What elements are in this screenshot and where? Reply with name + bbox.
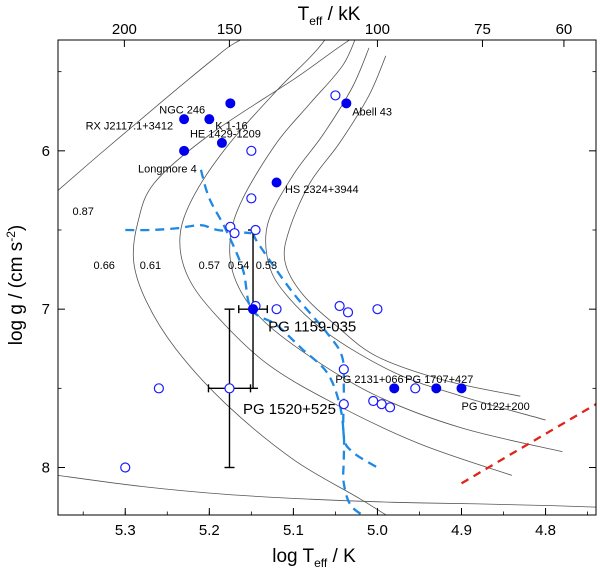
- open-star-18: [120, 462, 131, 473]
- track-label-0.57: 0.57: [199, 260, 220, 272]
- open-star-12: [153, 383, 164, 394]
- track-label-0.66: 0.66: [94, 260, 115, 272]
- y-tick-label-2: 8: [42, 460, 50, 477]
- blue-dashed-boundary: [125, 169, 379, 515]
- highlighted-star-1: [224, 383, 235, 394]
- star-label-7: PG 2131+066: [335, 374, 403, 386]
- track-mass-labels: 0.87 0.66 0.61 0.57 0.54 0.53: [73, 206, 278, 272]
- track-line-0.57: [229, 40, 563, 453]
- track-label-0.53: 0.53: [256, 260, 277, 272]
- named-star-9: [456, 383, 467, 394]
- blue-dashed-segment-1: [199, 169, 366, 515]
- x-axis-label: log Teff / K: [272, 546, 356, 570]
- track-line-0.53: [283, 55, 521, 397]
- top-tick-label-4: 60: [556, 21, 573, 38]
- open-star-9: [342, 307, 354, 318]
- red-dashed-line: [460, 403, 596, 485]
- top-tick-label-1: 150: [217, 21, 242, 38]
- highlighted-label-1: PG 1520+525: [243, 401, 336, 418]
- y-tick-label-1: 7: [42, 301, 50, 318]
- star-label-1: RX J2117.1+3412: [86, 121, 174, 133]
- open-star-11: [338, 364, 349, 375]
- blue-dashed-segment-2: [251, 232, 379, 469]
- star-label-8: PG 1707+427: [405, 374, 473, 386]
- evolutionary-tracks: [58, 40, 596, 515]
- red-dashed-segment: [460, 403, 596, 485]
- x-tick-label-0: 5.3: [115, 522, 136, 539]
- named-star-markers: [179, 98, 467, 394]
- track-line-0.61: [179, 40, 513, 476]
- open-star-13: [410, 383, 421, 394]
- named-star-5: [341, 98, 352, 109]
- named-star-0: [225, 98, 236, 109]
- x-tick-label-2: 5.1: [283, 522, 304, 539]
- star-label-0: NGC 246: [159, 105, 205, 117]
- named-star-8: [431, 383, 442, 394]
- open-star-0: [330, 90, 341, 101]
- open-star-5: [250, 224, 261, 236]
- track-line-extra-6: [58, 475, 596, 508]
- track-label-0.87: 0.87: [73, 206, 94, 218]
- named-star-1: [179, 114, 190, 125]
- named-star-3: [216, 137, 227, 148]
- x-tick-label-1: 5.2: [199, 522, 220, 539]
- y-axis: 6 7 8: [42, 71, 596, 477]
- track-line-0.66: [132, 40, 387, 515]
- x-tick-label-5: 4.8: [535, 522, 556, 539]
- plot-frame: [57, 39, 597, 516]
- x-axis: 5.3 5.2 5.1 5.0 4.9 4.8: [82, 508, 588, 539]
- blue-dashed-segment-0: [125, 224, 252, 235]
- open-star-10: [372, 304, 383, 315]
- track-line-0.87: [58, 40, 242, 191]
- y-axis-label: log g / (cm s-2): [4, 225, 27, 345]
- named-star-4: [179, 145, 190, 156]
- open-star-14: [338, 399, 349, 410]
- star-label-3: HE 1429-1209: [190, 128, 261, 140]
- highlighted-star-0: [247, 304, 259, 315]
- top-tick-label-3: 75: [474, 21, 491, 38]
- top-tick-label-0: 200: [112, 21, 137, 38]
- track-label-0.54: 0.54: [228, 260, 249, 272]
- x-tick-label-3: 5.0: [367, 522, 388, 539]
- named-star-6: [271, 177, 282, 188]
- top-axis: 200 150 100 75 60: [112, 21, 572, 47]
- named-star-2: [204, 114, 215, 125]
- open-star-15: [368, 395, 379, 407]
- star-label-6: HS 2324+3944: [285, 184, 359, 196]
- star-label-4: Longmore 4: [138, 163, 197, 175]
- y-tick-label-0: 6: [42, 143, 50, 160]
- open-star-8: [334, 300, 345, 312]
- highlighted-label-0: PG 1159-035: [268, 319, 356, 336]
- open-star-7: [271, 304, 282, 315]
- star-label-9: PG 0122+200: [462, 401, 530, 413]
- x-tick-label-4: 4.9: [451, 522, 472, 539]
- open-star-16: [376, 399, 387, 410]
- top-axis-label: Teff / kK: [298, 4, 361, 28]
- open-star-4: [229, 228, 240, 239]
- open-star-2: [246, 193, 257, 204]
- track-label-0.61: 0.61: [140, 260, 161, 272]
- named-star-7: [389, 383, 400, 394]
- open-star-1: [246, 145, 257, 156]
- track-line-0.54: [265, 47, 546, 421]
- top-tick-label-2: 100: [365, 21, 390, 38]
- star-label-2: K 1-16: [215, 121, 247, 133]
- star-label-5: Abell 43: [352, 106, 392, 118]
- open-star-17: [384, 402, 396, 413]
- open-star-markers: [120, 90, 421, 473]
